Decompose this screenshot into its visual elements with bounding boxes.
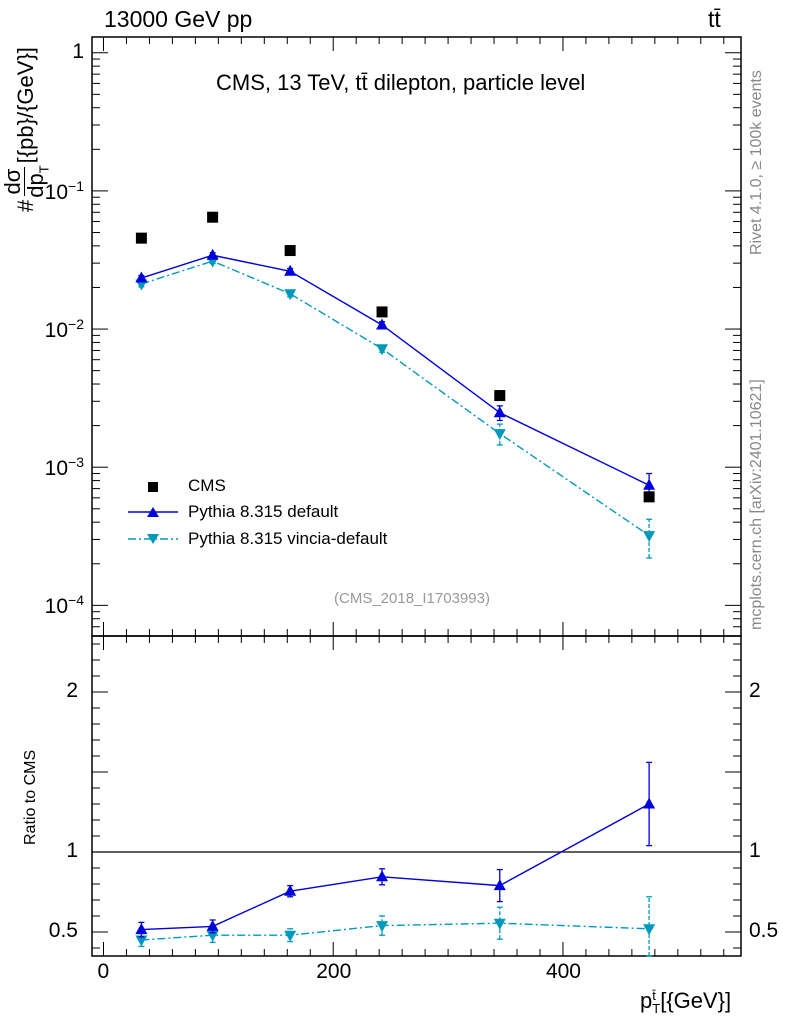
main-y-tick-label: 10−4 — [45, 592, 84, 619]
x-tick-label: 0 — [97, 960, 110, 983]
main-y-tick-exponent: −1 — [68, 177, 84, 194]
ratio-default-point — [643, 797, 656, 809]
main-cms-point — [494, 390, 506, 402]
main-vincia-point — [493, 429, 506, 441]
energy-label: 13000 GeV pp — [104, 6, 253, 32]
main-default-line — [141, 254, 650, 486]
x-label-sub: T — [652, 1001, 661, 1017]
mcplots-label: mcplots.cern.ch [arXiv:2401.10621] — [748, 379, 765, 630]
legend-vincia-label: Pythia 8.315 vincia-default — [188, 529, 388, 548]
main-y-axis-label: # dσ dpT [{pb}/{GeV}] — [0, 47, 52, 212]
main-y-tick-label: 1 — [72, 40, 84, 64]
y-label-units: [{pb}/{GeV}] — [13, 47, 39, 164]
rivet-version-label: Rivet 4.1.0, ≥ 100k events — [748, 70, 765, 255]
main-cms-point — [284, 245, 296, 257]
legend: CMS Pythia 8.315 default Pythia 8.315 vi… — [120, 474, 430, 554]
ratio-vincia-point — [643, 924, 656, 936]
main-y-tick-mantissa: 1 — [72, 39, 84, 63]
main-default-point — [643, 478, 656, 490]
ratio-y-tick-label-right: 2 — [749, 679, 761, 702]
main-default-point — [493, 406, 506, 418]
main-vincia-point — [643, 531, 656, 543]
main-y-tick-exponent: −3 — [68, 454, 84, 471]
ratio-vincia-point — [284, 930, 297, 942]
main-vincia-point — [376, 344, 389, 356]
main-y-tick-mantissa: 10 — [44, 595, 69, 619]
x-tick-label: 400 — [545, 960, 581, 983]
x-label-p: p — [640, 988, 653, 1013]
legend-default-label: Pythia 8.315 default — [188, 502, 339, 521]
ratio-default-point — [493, 879, 506, 891]
legend-vincia-marker — [147, 534, 159, 544]
ratio-vincia-line — [141, 922, 650, 941]
ratio-vincia-point — [493, 918, 506, 930]
ratio-vincia-point — [376, 921, 389, 933]
main-cms-point — [207, 211, 219, 223]
ratio-y-tick-label-right: 1 — [749, 839, 761, 862]
ratio-y-ticks — [92, 643, 741, 949]
ratio-default-point — [376, 870, 389, 882]
analysis-id-label: (CMS_2018_I1703993) — [334, 590, 490, 607]
main-y-tick-mantissa: 10 — [44, 319, 69, 343]
y-label-den-sub: T — [36, 165, 52, 174]
legend-cms-label: CMS — [188, 476, 226, 495]
main-y-tick-exponent: −4 — [68, 592, 84, 609]
main-cms-point — [643, 491, 655, 503]
plot-title: CMS, 13 TeV, tt̄ dilepton, particle leve… — [216, 70, 586, 95]
y-label-fraction: dσ dpT — [0, 165, 52, 197]
main-vincia-line — [141, 260, 650, 537]
x-label-sup: t̄ — [652, 988, 656, 1004]
ratio-y-axis-label: Ratio to CMS — [22, 749, 39, 845]
x-label-scripts: t̄ T — [652, 989, 660, 1015]
x-label-units: [{GeV}] — [660, 988, 732, 1013]
legend-cms-marker — [148, 482, 158, 492]
main-default-point — [206, 248, 219, 260]
ratio-default-point — [135, 923, 148, 935]
x-axis-label: p t̄ T [{GeV}] — [640, 988, 731, 1015]
process-label: tt̄ — [708, 6, 721, 32]
main-y-tick-mantissa: 10 — [44, 180, 69, 204]
main-y-tick-label: 10−3 — [45, 454, 84, 481]
main-default-point — [376, 318, 389, 330]
ratio-y-tick-label-left: 1 — [66, 839, 78, 862]
ratio-vincia-point — [206, 930, 219, 942]
main-cms-point — [135, 232, 147, 244]
ratio-y-tick-label-left: 0.5 — [48, 919, 78, 942]
ratio-vincia-point — [135, 935, 148, 947]
ratio-default-point — [206, 919, 219, 931]
y-label-prefix: # — [13, 199, 39, 212]
ratio-y-tick-label-left: 2 — [66, 679, 78, 702]
y-label-numerator: dσ — [0, 166, 25, 197]
main-vincia-point — [284, 289, 297, 301]
main-y-tick-mantissa: 10 — [44, 457, 69, 481]
main-default-point — [284, 264, 297, 276]
x-ticks — [102, 37, 725, 956]
main-y-tick-exponent: −2 — [68, 316, 84, 333]
main-y-ticks — [92, 52, 741, 637]
x-tick-label: 200 — [316, 960, 352, 983]
main-y-tick-label: 10−1 — [45, 178, 84, 205]
main-default-point — [135, 271, 148, 283]
ratio-default-point — [284, 884, 297, 896]
main-cms-point — [376, 306, 388, 318]
legend-default-marker — [147, 507, 159, 517]
ratio-default-line — [141, 803, 650, 931]
ratio-y-tick-label-right: 0.5 — [749, 919, 779, 942]
legend-marks — [128, 482, 178, 544]
ratio-plot-frame — [91, 635, 742, 957]
main-y-tick-label: 10−2 — [45, 316, 84, 343]
